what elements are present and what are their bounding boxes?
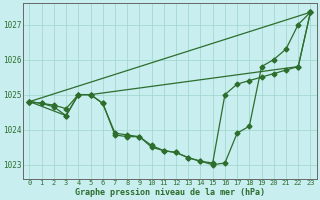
X-axis label: Graphe pression niveau de la mer (hPa): Graphe pression niveau de la mer (hPa): [75, 188, 265, 197]
